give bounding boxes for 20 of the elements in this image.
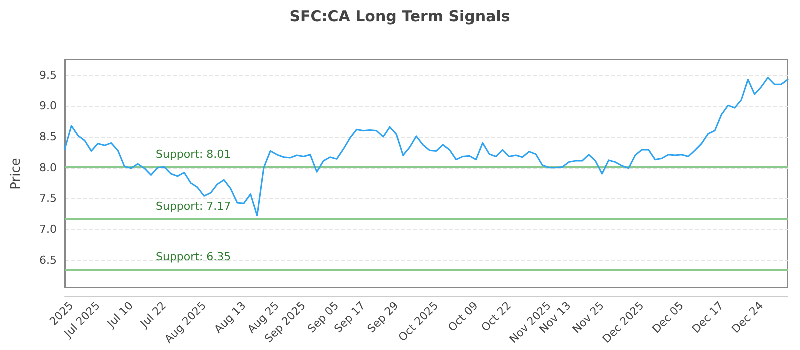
y-tick-label: 8.5 <box>40 130 57 144</box>
y-tick-label: 9.5 <box>40 68 57 82</box>
ref-line-label: Support: 6.35 <box>156 250 232 264</box>
x-tick-label: Jul 22 <box>137 299 170 332</box>
y-axis-title: Price <box>9 158 24 190</box>
ref-line-label: Support: 8.01 <box>156 148 232 162</box>
y-tick-label: 6.5 <box>40 254 57 267</box>
x-tick-label: Jul 10 <box>104 299 136 332</box>
y-tick-label: 9.0 <box>40 100 57 113</box>
x-tick-label: Dec 24 <box>729 299 766 336</box>
x-tick-label: Oct 22 <box>479 299 514 334</box>
y-tick-label: 8.0 <box>40 161 57 174</box>
x-tick-label: Dec 05 <box>650 299 686 336</box>
y-tick-label: 7.5 <box>40 192 57 206</box>
ref-line-label: Support: 7.17 <box>156 200 232 213</box>
chart-title: SFC:CA Long Term Signals <box>290 8 510 26</box>
line-series <box>64 77 789 217</box>
x-tick-label: Oct 09 <box>446 299 481 334</box>
x-tick-label: Dec 17 <box>690 299 726 336</box>
y-tick-label: 7.0 <box>40 222 57 236</box>
